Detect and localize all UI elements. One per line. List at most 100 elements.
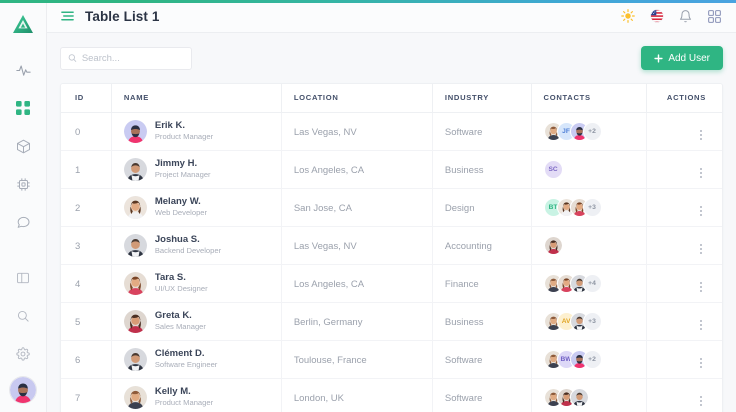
contact-overflow-count[interactable]: +3: [582, 197, 602, 217]
cell-contacts: BW +2: [530, 340, 647, 379]
industry-text: Business: [444, 317, 484, 328]
contact-avatar-group: +4: [543, 273, 646, 293]
more-vertical-icon[interactable]: [696, 279, 706, 295]
sidebar-item-settings[interactable]: [6, 339, 40, 369]
top-accent-bar: [0, 0, 736, 3]
more-vertical-icon[interactable]: [696, 393, 706, 409]
table-row[interactable]: 2 Melany W. Web Developer San Jose, CA Desig…: [61, 188, 722, 227]
cell-contacts: JF +2: [530, 112, 647, 151]
add-user-label: Add User: [668, 52, 710, 64]
search-input[interactable]: [81, 52, 184, 64]
avatar: [123, 385, 147, 409]
avatar: [123, 157, 147, 181]
industry-text: Software: [444, 127, 483, 138]
row-id: 3: [75, 241, 81, 252]
sidebar-item-box[interactable]: [6, 131, 40, 161]
sidebar-item-dashboard[interactable]: [6, 93, 40, 123]
column-header-id[interactable]: ID: [61, 84, 112, 113]
user-name: Jimmy H.: [154, 157, 198, 169]
industry-text: Software: [444, 393, 483, 405]
cell-contacts: [530, 226, 647, 265]
flag-us-icon[interactable]: [649, 9, 664, 24]
table-row[interactable]: 4 Tara S. UI/UX Designer Los Angeles, CA Fin…: [61, 264, 722, 303]
name-cell: Joshua S. Backend Developer: [123, 233, 281, 257]
more-vertical-icon[interactable]: [696, 165, 706, 181]
more-vertical-icon[interactable]: [696, 355, 706, 371]
name-cell: Jimmy H. Project Manager: [123, 157, 281, 181]
column-header-name[interactable]: NAME: [110, 84, 282, 113]
contact-avatar-group: BW +2: [543, 349, 646, 369]
contact-overflow-count[interactable]: +2: [582, 121, 602, 141]
contact-avatar-group: BT +3: [543, 197, 646, 217]
more-vertical-icon[interactable]: [696, 317, 706, 333]
avatar: [123, 233, 147, 257]
contact-photo-avatar[interactable]: [569, 387, 589, 407]
user-name: Greta K.: [154, 309, 192, 321]
column-header-actions[interactable]: ACTIONS: [645, 84, 722, 113]
row-id: 6: [75, 355, 81, 366]
sidebar-item-search[interactable]: [6, 301, 40, 331]
table-row[interactable]: 5 Greta K. Sales Manager Berlin, Germany Bus…: [61, 302, 722, 341]
triangle-logo-icon[interactable]: [7, 9, 39, 39]
table-row[interactable]: 3 Joshua S. Backend Developer Las Vegas, NV…: [61, 226, 722, 265]
table-row[interactable]: 6 Clément D. Software Engineer Toulouse, Fr…: [61, 340, 722, 379]
contact-avatar-group: [543, 235, 646, 255]
more-vertical-icon[interactable]: [696, 127, 706, 143]
contact-initials-avatar[interactable]: SC: [543, 159, 563, 179]
sidebar-item-chip[interactable]: [6, 169, 40, 199]
sidebar-item-messages[interactable]: [6, 207, 40, 237]
more-vertical-icon[interactable]: [696, 241, 706, 257]
industry-text: Software: [444, 355, 483, 366]
cell-contacts: +4: [530, 264, 647, 303]
contact-photo-avatar[interactable]: [543, 235, 563, 255]
industry-text: Design: [444, 203, 475, 214]
column-header-industry[interactable]: INDUSTRY: [431, 84, 532, 113]
cell-id: 3: [61, 226, 112, 265]
sun-icon[interactable]: [620, 9, 635, 24]
bell-icon[interactable]: [678, 9, 693, 24]
user-name: Erik K.: [154, 119, 185, 131]
sidebar-item-layout[interactable]: [6, 263, 40, 293]
avatar: [123, 271, 147, 295]
more-vertical-icon[interactable]: [696, 203, 706, 219]
name-cell: Clément D. Software Engineer: [123, 347, 281, 371]
sidebar-avatar[interactable]: [10, 377, 36, 403]
row-id: 2: [75, 203, 81, 214]
contact-overflow-count[interactable]: +4: [582, 273, 602, 293]
user-role: Backend Developer: [154, 245, 222, 255]
sidebar-item-activity[interactable]: [6, 55, 40, 85]
location-text: Los Angeles, CA: [293, 279, 365, 290]
search-box[interactable]: [60, 46, 192, 70]
cell-location: Los Angeles, CA: [280, 264, 433, 303]
name-cell: Kelly M. Product Manager: [123, 385, 281, 409]
location-text: Las Vegas, NV: [293, 241, 357, 252]
user-role: Product Manager: [154, 131, 214, 141]
table-header: ID NAME LOCATION INDUSTRY CONTACTS ACTIO…: [61, 84, 722, 113]
contact-overflow-count[interactable]: +3: [582, 311, 602, 331]
user-name: Clément D.: [154, 347, 205, 359]
column-header-contacts[interactable]: CONTACTS: [530, 84, 647, 113]
add-user-button[interactable]: Add User: [641, 46, 723, 70]
users-table: ID NAME LOCATION INDUSTRY CONTACTS ACTIO…: [61, 84, 722, 412]
table-row[interactable]: 1 Jimmy H. Project Manager Los Angeles, CA B…: [61, 150, 722, 189]
apps-grid-icon[interactable]: [707, 9, 722, 24]
cell-name: Jimmy H. Project Manager: [110, 150, 282, 189]
table-header-row: ID NAME LOCATION INDUSTRY CONTACTS ACTIO…: [61, 84, 722, 113]
user-name: Joshua S.: [154, 233, 200, 245]
hamburger-menu-icon[interactable]: [57, 6, 77, 26]
row-id: 0: [75, 127, 81, 138]
user-role: Web Developer: [154, 207, 208, 217]
cell-id: 0: [61, 112, 112, 151]
search-icon: [68, 54, 77, 62]
cell-actions: [645, 150, 722, 189]
table-row[interactable]: 0 Erik K. Product Manager Las Vegas, NV Soft…: [61, 112, 722, 151]
column-header-location[interactable]: LOCATION: [280, 84, 433, 113]
cell-actions: [645, 302, 722, 341]
table-row[interactable]: 7 Kelly M. Product Manager London, UK Softwa…: [61, 378, 722, 412]
cell-name: Erik K. Product Manager: [110, 112, 282, 151]
contact-avatar-group: AV +3: [543, 311, 646, 331]
user-role: Product Manager: [154, 397, 214, 407]
contact-overflow-count[interactable]: +2: [582, 349, 602, 369]
cell-actions: [645, 112, 722, 151]
